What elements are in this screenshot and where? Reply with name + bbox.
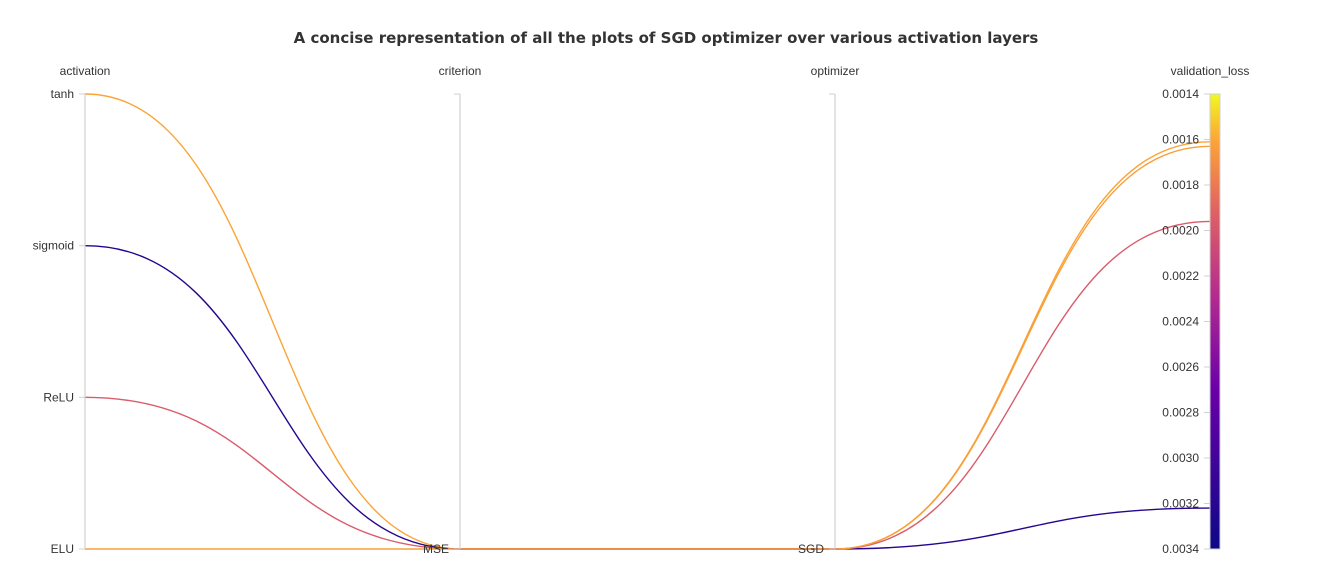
series-line-tanh[interactable] xyxy=(84,93,1211,550)
tick-label-0-0018: 0.0018 xyxy=(1162,178,1199,192)
tick-label-relu: ReLU xyxy=(43,390,74,404)
tick-label-elu: ELU xyxy=(51,542,74,556)
series-line-relu[interactable] xyxy=(84,220,1211,550)
tick-label-tanh: tanh xyxy=(51,87,74,101)
tick-label-0-0026: 0.0026 xyxy=(1162,360,1199,374)
tick-label-0-0028: 0.0028 xyxy=(1162,406,1199,420)
tick-label-0-0020: 0.0020 xyxy=(1162,224,1199,238)
axis-label-criterion: criterion xyxy=(439,64,482,78)
chart-title: A concise representation of all the plot… xyxy=(294,29,1039,47)
axis-criterion[interactable]: criterion MSE xyxy=(423,64,481,556)
series-line-sigmoid[interactable] xyxy=(84,244,1211,550)
axis-optimizer[interactable]: optimizer SGD xyxy=(798,64,859,556)
axis-label-activation: activation xyxy=(60,64,111,78)
axis-activation[interactable]: activation ELU ReLU sigmoid tanh xyxy=(33,64,111,556)
tick-label-0-0014: 0.0014 xyxy=(1162,87,1199,101)
tick-label-0-0032: 0.0032 xyxy=(1162,497,1199,511)
axis-label-validation-loss: validation_loss xyxy=(1171,64,1250,78)
tick-label-0-0016: 0.0016 xyxy=(1162,133,1199,147)
tick-label-0-0022: 0.0022 xyxy=(1162,269,1199,283)
tick-label-mse: MSE xyxy=(423,542,449,556)
axes: activation ELU ReLU sigmoid tanh criterion MSE… xyxy=(33,64,1250,556)
tick-label-sgd: SGD xyxy=(798,542,824,556)
axis-validation-loss[interactable]: validation_loss 0.0014 0.0016 0.0018 0.0020 0… xyxy=(1162,64,1249,556)
series-line-elu[interactable] xyxy=(85,145,1211,550)
colorbar xyxy=(1209,93,1221,550)
tick-label-0-0030: 0.0030 xyxy=(1162,451,1199,465)
tick-label-sigmoid: sigmoid xyxy=(33,239,74,253)
axis-label-optimizer: optimizer xyxy=(811,64,860,78)
tick-label-0-0034: 0.0034 xyxy=(1162,542,1199,556)
series-lines xyxy=(84,93,1211,550)
tick-label-0-0024: 0.0024 xyxy=(1162,315,1199,329)
